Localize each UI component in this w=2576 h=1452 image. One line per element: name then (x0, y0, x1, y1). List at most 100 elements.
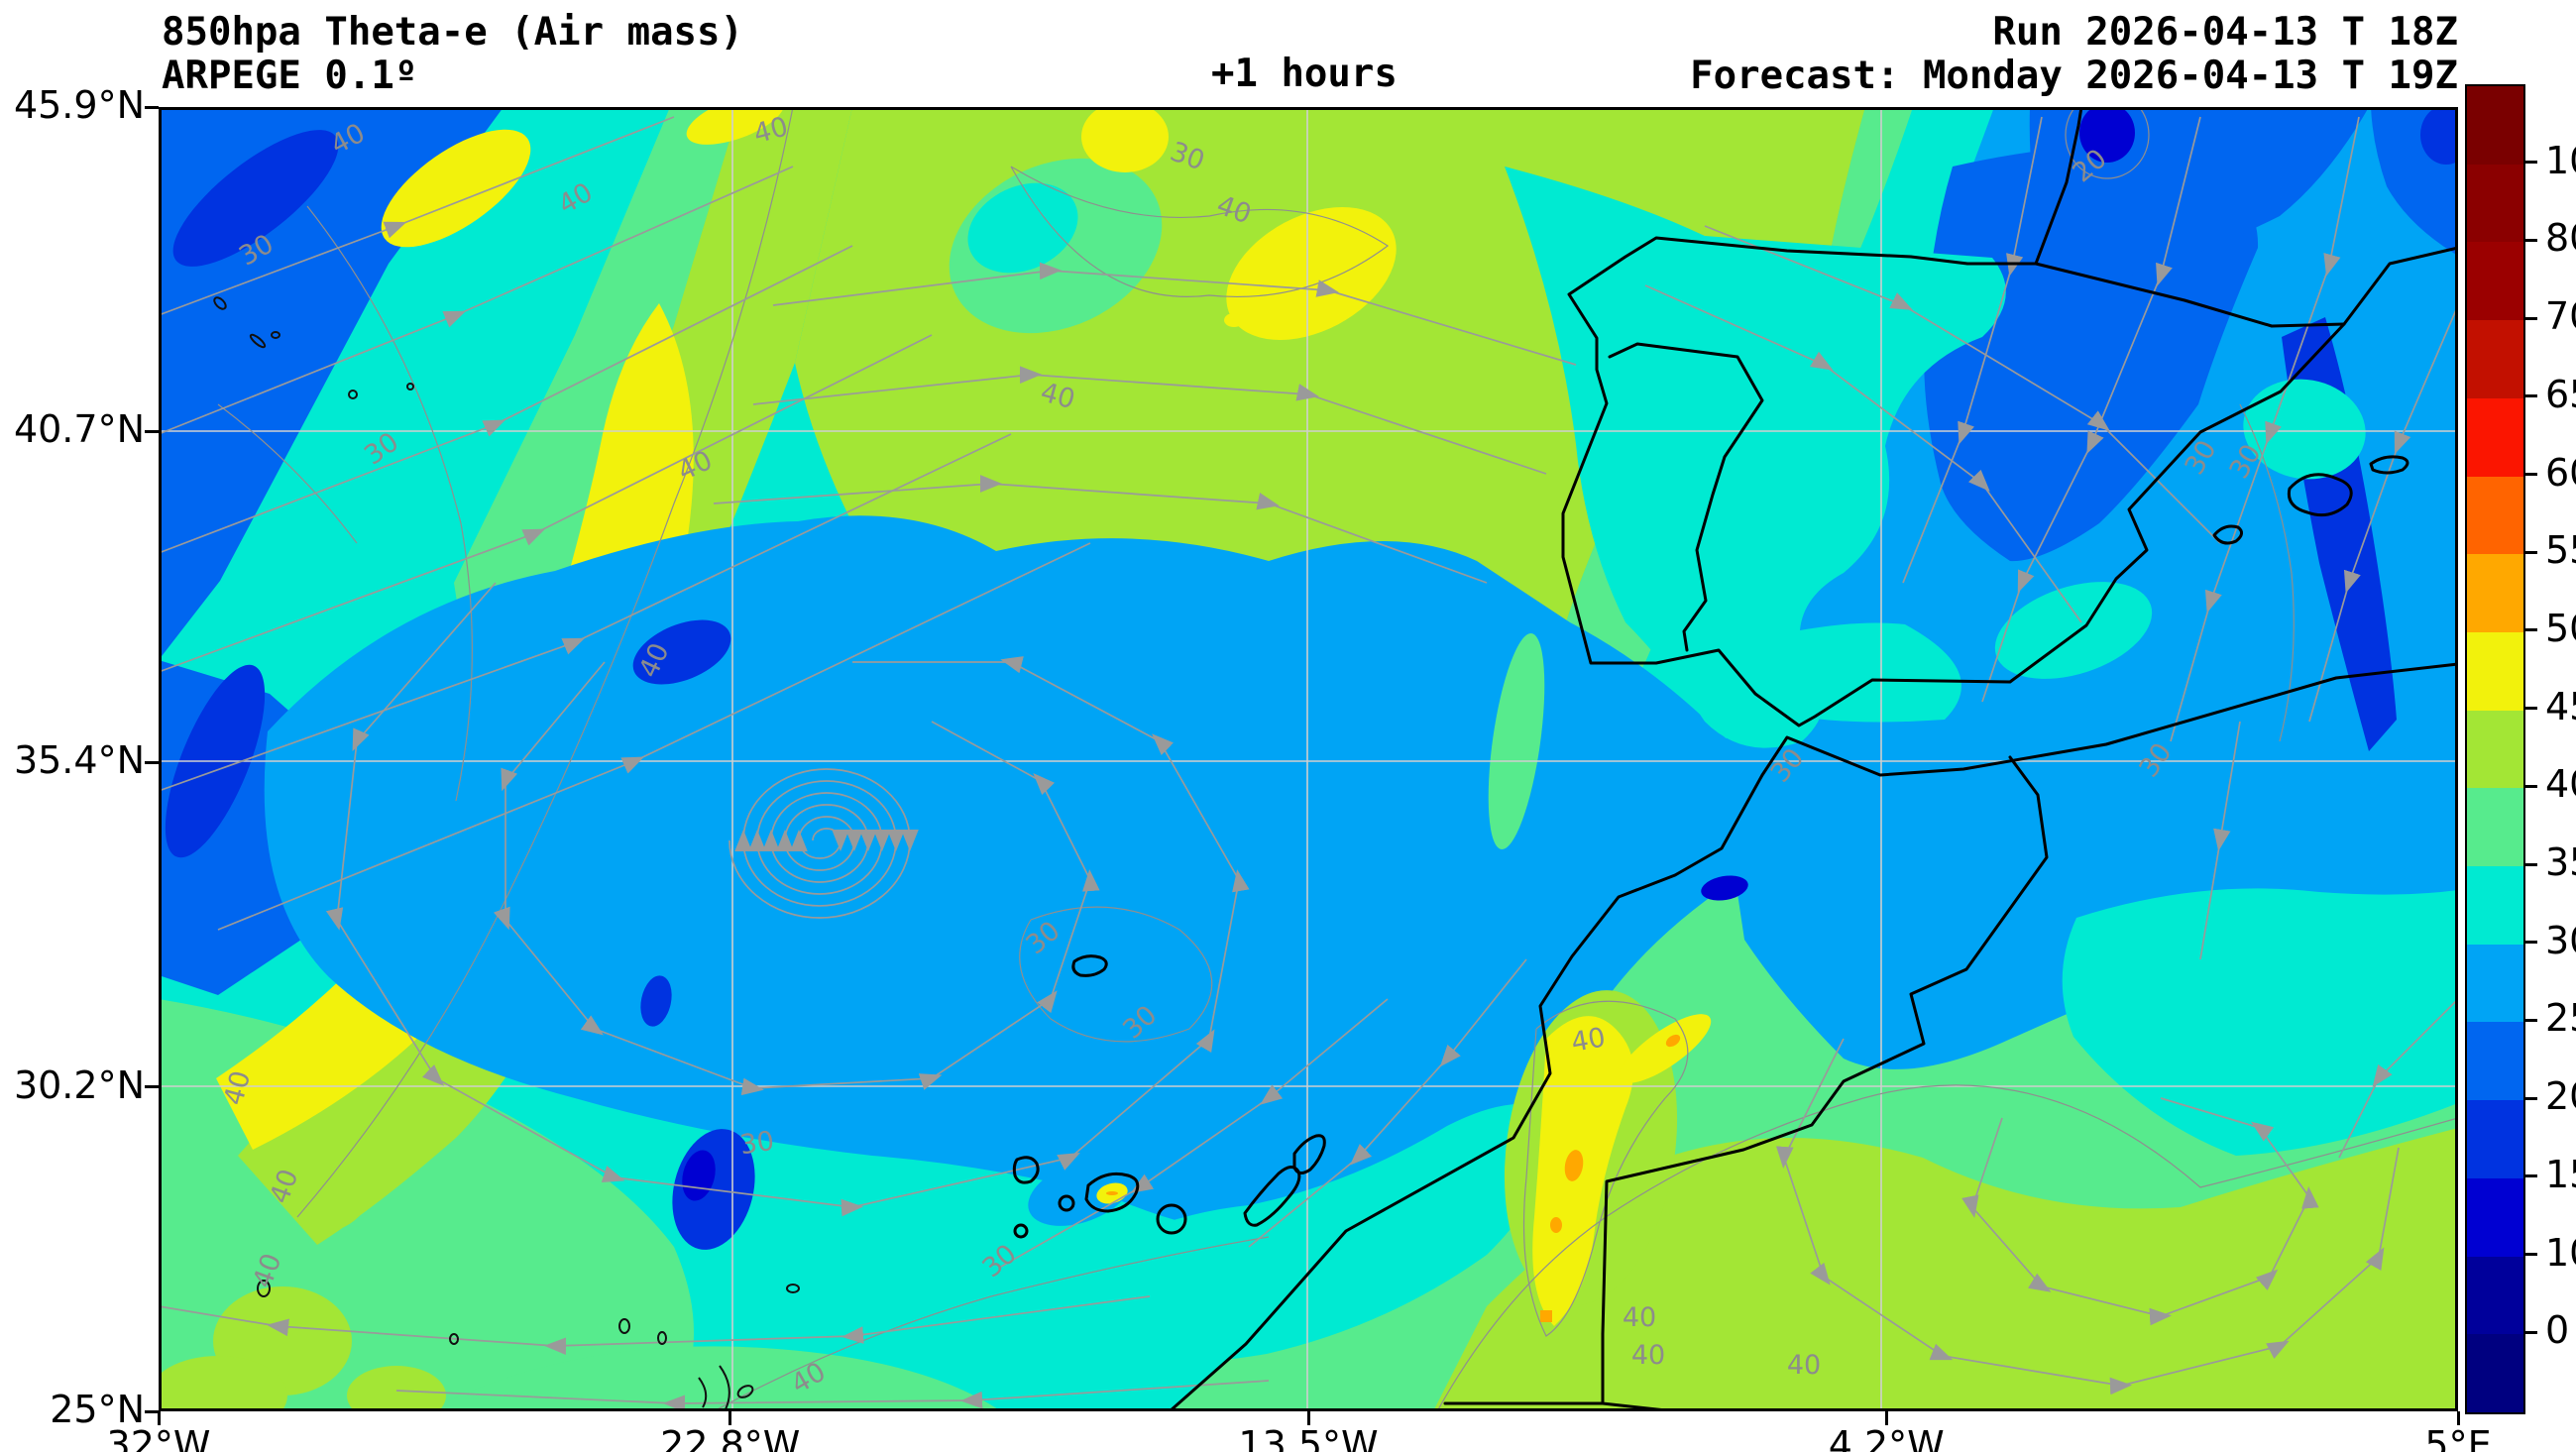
model-label: ARPEGE 0.1º (162, 54, 418, 98)
x-tick-label: 4.2°W (1828, 1423, 1945, 1452)
colorbar-tick-mark (2523, 550, 2537, 554)
streamlines-layer (159, 116, 2458, 1411)
y-tick-mark (145, 760, 159, 764)
coastlines-layer (1012, 107, 2458, 1411)
colorbar-segment (2467, 1256, 2523, 1335)
x-tick-mark (728, 1411, 732, 1425)
x-tick-mark (1306, 1411, 1310, 1425)
theta-orange-spot (1564, 1150, 1584, 1181)
colorbar-tick-label: 15 (2545, 1152, 2576, 1196)
colorbar-tick-label: 0 (2545, 1308, 2570, 1353)
theta-spot-navy (2079, 107, 2135, 163)
theta-fill-layer (159, 107, 2458, 1411)
theta-spot (347, 1366, 446, 1411)
colorbar-tick-label: 30 (2545, 918, 2576, 962)
map-frame (159, 107, 2458, 1411)
colorbar-tick-mark (2523, 1018, 2537, 1022)
theta-orange-spot (1106, 1191, 1118, 1195)
colorbar-tick-mark (2523, 707, 2537, 711)
colorbar-segment (2467, 1100, 2523, 1178)
theta-yellow-spot (686, 107, 785, 145)
coast-iberia-france (1561, 107, 2458, 727)
colorbar (2465, 84, 2525, 1414)
colorbar-tick-mark (2523, 316, 2537, 320)
colorbar-segment (2467, 1334, 2523, 1412)
colorbar-tick-label: 10 (2545, 1230, 2576, 1275)
mini-contours-layer (213, 296, 800, 1410)
colorbar-tick-mark (2523, 394, 2537, 398)
colorbar-tick-label: 40 (2545, 762, 2576, 807)
contour-value-label: 40 (1631, 1340, 1665, 1371)
colorbar-segment (2467, 164, 2523, 243)
theta-murcia-cyan (1994, 582, 2153, 679)
colorbar-tick-mark (2523, 1330, 2537, 1334)
island-ibiza (2212, 524, 2243, 545)
x-tick-label: 22.8°W (660, 1423, 801, 1452)
contour-value-label: 40 (1787, 1350, 1821, 1381)
colorbar-tick-label: 25 (2545, 996, 2576, 1041)
island-la-gomera (1058, 1194, 1075, 1212)
colorbar-segment (2467, 1022, 2523, 1101)
y-tick-mark (145, 429, 159, 433)
island-lanzarote (1292, 1134, 1326, 1174)
colorbar-segment (2467, 242, 2523, 321)
contour-value-label: 40 (1569, 1022, 1608, 1058)
island-la-palma (1012, 1156, 1040, 1184)
theta-atlas-yellow-spur (1619, 1014, 1712, 1083)
y-tick-label: 30.2°N (13, 1062, 145, 1107)
island-madeira (1071, 954, 1108, 977)
colorbar-tick-mark (2523, 941, 2537, 945)
x-tick-mark (157, 1411, 161, 1425)
colorbar-tick-label: 20 (2545, 1074, 2576, 1119)
colorbar-tick-label: 70 (2545, 294, 2576, 339)
colorbar-tick-label: 65 (2545, 372, 2576, 416)
colorbar-tick-mark (2523, 238, 2537, 242)
x-tick-label: 32°W (106, 1423, 211, 1452)
colorbar-tick-label: 100 (2545, 138, 2576, 182)
colorbar-segment (2467, 554, 2523, 632)
colorbar-tick-label: 35 (2545, 840, 2576, 885)
run-label: Run 2026-04-13 T 18Z (1992, 10, 2458, 55)
y-tick-mark (145, 105, 159, 109)
y-tick-label: 25°N (50, 1388, 145, 1431)
colorbar-tick-label: 50 (2545, 606, 2576, 650)
theta-yellow-spot (1224, 313, 1244, 327)
theta-orange-spot (1540, 1310, 1552, 1322)
theta-orange-spot (1550, 1217, 1562, 1233)
colorbar-segment (2467, 320, 2523, 398)
theta-spot-dark (2420, 107, 2458, 165)
colorbar-segment (2467, 631, 2523, 711)
y-tick-label: 45.9°N (13, 83, 145, 127)
colorbar-tick-label: 45 (2545, 684, 2576, 728)
colorbar-segment (2467, 866, 2523, 945)
colorbar-segment (2467, 710, 2523, 789)
x-tick-mark (1884, 1411, 1888, 1425)
colorbar-tick-mark (2523, 161, 2537, 165)
x-tick-label: 5°E (2424, 1423, 2492, 1452)
island-tenerife (1084, 1172, 1140, 1213)
colorbar-segment (2467, 1177, 2523, 1257)
y-tick-mark (145, 1085, 159, 1089)
colorbar-tick-mark (2523, 1253, 2537, 1257)
theta-orange-spot (1665, 1034, 1681, 1048)
x-tick-mark (2456, 1411, 2460, 1425)
forecast-label: Forecast: Monday 2026-04-13 T 19Z (1690, 54, 2458, 98)
border-pyrenees (2034, 262, 2346, 328)
theta-yellow-spot (1081, 107, 1169, 172)
colorbar-tick-mark (2523, 628, 2537, 632)
colorbar-tick-label: 60 (2545, 450, 2576, 495)
lead-time-label: +1 hours (1211, 52, 1398, 96)
border-morocco-algeria (1601, 755, 2049, 1336)
island-menorca (2369, 455, 2409, 475)
colorbar-segment (2467, 86, 2523, 165)
theta-spot-dark (172, 130, 339, 267)
colorbar-tick-label: 80 (2545, 216, 2576, 261)
y-tick-label: 35.4°N (13, 738, 145, 783)
y-tick-label: 40.7°N (13, 407, 145, 452)
colorbar-tick-label: 55 (2545, 528, 2576, 573)
island-fuerteventura (1243, 1166, 1301, 1227)
theta-spot (159, 1356, 287, 1411)
y-tick-mark (145, 1409, 159, 1413)
colorbar-tick-mark (2523, 784, 2537, 788)
